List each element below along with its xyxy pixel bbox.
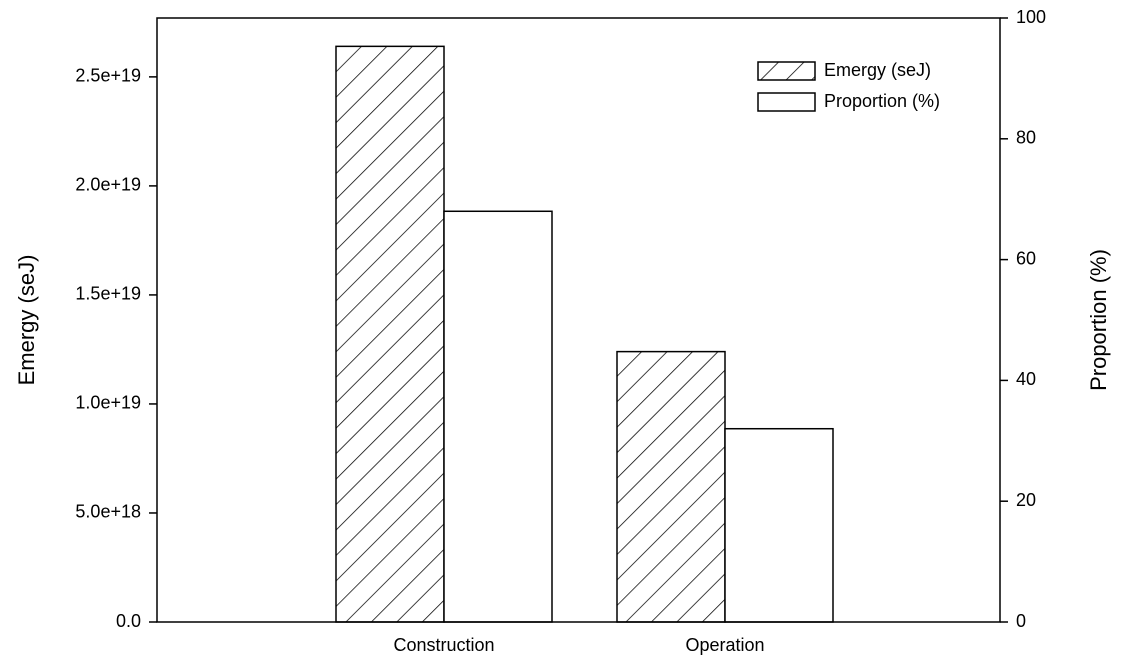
- y-axis-label: Emergy (seJ): [14, 255, 39, 386]
- y-tick-label: 1.0e+19: [75, 393, 141, 413]
- legend-label: Emergy (seJ): [824, 60, 931, 80]
- x-tick-label: Operation: [685, 635, 764, 655]
- bar: [616, 350, 726, 623]
- y-tick-label: 0.0: [116, 611, 141, 631]
- y2-axis-label: Proportion (%): [1086, 249, 1111, 391]
- bar: [443, 210, 553, 623]
- x-tick-label: Construction: [393, 635, 494, 655]
- y2-tick-label: 40: [1016, 369, 1036, 389]
- y2-tick-label: 100: [1016, 7, 1046, 27]
- y2-tick-label: 60: [1016, 248, 1036, 268]
- y-tick-label: 2.0e+19: [75, 175, 141, 195]
- y2-tick-label: 0: [1016, 611, 1026, 631]
- y-tick-label: 2.5e+19: [75, 66, 141, 86]
- legend-swatch: [757, 92, 816, 112]
- bar: [335, 45, 445, 623]
- bar: [724, 427, 834, 623]
- y2-tick-label: 80: [1016, 128, 1036, 148]
- legend-swatch: [757, 61, 816, 81]
- y2-tick-label: 20: [1016, 490, 1036, 510]
- legend-label: Proportion (%): [824, 91, 940, 111]
- y-tick-label: 1.5e+19: [75, 284, 141, 304]
- plot-frame: [156, 17, 1001, 623]
- y-tick-label: 5.0e+18: [75, 502, 141, 522]
